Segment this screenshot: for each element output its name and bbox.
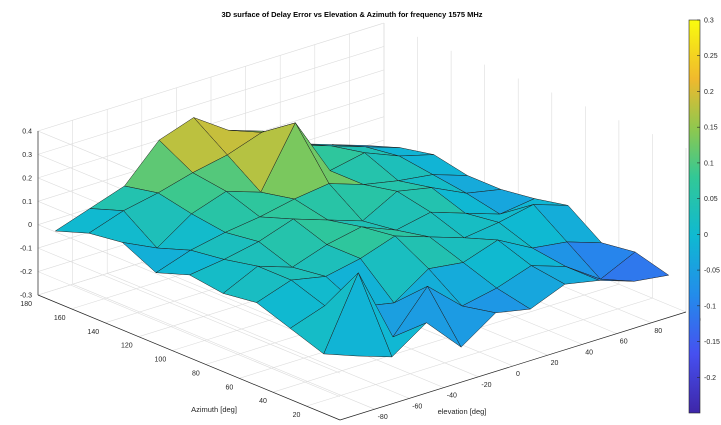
y-tick-label: 20 — [293, 412, 301, 419]
grid-line — [306, 297, 653, 407]
z-tick-label: -0.3 — [20, 293, 32, 300]
y-axis-line — [37, 294, 341, 421]
grid-line — [107, 273, 410, 399]
surface-patch — [392, 285, 462, 348]
x-tick-label: -60 — [412, 403, 422, 410]
colorbar-tick-label: 0.25 — [704, 53, 718, 60]
colorbar-tick-label: -0.2 — [704, 375, 716, 382]
colorbar-tick-label: 0 — [704, 232, 708, 239]
y-axis-label: Azimuth [deg] — [191, 405, 237, 414]
colorbar-tick-label: 0.15 — [704, 125, 718, 132]
colorbar-tick-label: 0.2 — [704, 89, 714, 96]
surface-plot — [54, 117, 670, 358]
z-tick-label: 0 — [28, 222, 32, 229]
colorbar-tick-label: -0.1 — [704, 303, 716, 310]
y-tick-label: 100 — [155, 357, 167, 364]
colorbar-tick-label: -0.15 — [704, 339, 720, 346]
y-tick-label: 180 — [20, 301, 32, 308]
z-tick-label: 0.2 — [22, 175, 32, 182]
chart-title: 3D surface of Delay Error vs Elevation &… — [221, 10, 482, 19]
surface-patch — [565, 266, 635, 282]
x-tick-label: 20 — [551, 360, 559, 367]
y-tick-label: 160 — [54, 315, 66, 322]
y-tick-label: 120 — [121, 343, 133, 350]
x-axis-label: elevation [deg] — [438, 407, 487, 416]
colorbar-tick-label: 0.3 — [704, 18, 714, 25]
z-tick-label: 0.1 — [22, 199, 32, 206]
y-tick-label: 140 — [87, 329, 99, 336]
x-tick-label: 0 — [516, 371, 520, 378]
surface-patch — [323, 272, 393, 358]
grid-line — [272, 283, 619, 393]
x-tick-label: -40 — [447, 393, 457, 400]
x-tick-label: 80 — [654, 328, 662, 335]
x-axis-line — [339, 311, 687, 421]
x-tick-label: -20 — [481, 382, 491, 389]
axes-labels: -100-80-60-40-20020406080100020406080100… — [20, 129, 701, 422]
colorbar-bar — [688, 19, 701, 414]
x-tick-label: -80 — [378, 414, 388, 421]
colorbar: -0.2 -0.15 -0.1 -0.05 0 0.05 0.1 0.15 0.2 0.25 0.3 — [688, 18, 720, 414]
z-tick-label: 0.3 — [22, 152, 32, 159]
z-tick-label: 0.4 — [22, 129, 32, 136]
y-tick-label: 40 — [259, 398, 267, 405]
y-tick-label: 80 — [192, 370, 200, 377]
x-tick-label: 40 — [585, 349, 593, 356]
colorbar-tick-label: -0.05 — [704, 268, 720, 275]
z-tick-label: -0.1 — [20, 246, 32, 253]
x-tick-label: 60 — [620, 339, 628, 346]
z-tick-label: -0.2 — [20, 269, 32, 276]
y-tick-label: 60 — [226, 384, 234, 391]
grid-line — [72, 283, 375, 410]
colorbar-tick-label: 0.1 — [704, 160, 714, 167]
colorbar-tick-label: 0.05 — [704, 196, 718, 203]
